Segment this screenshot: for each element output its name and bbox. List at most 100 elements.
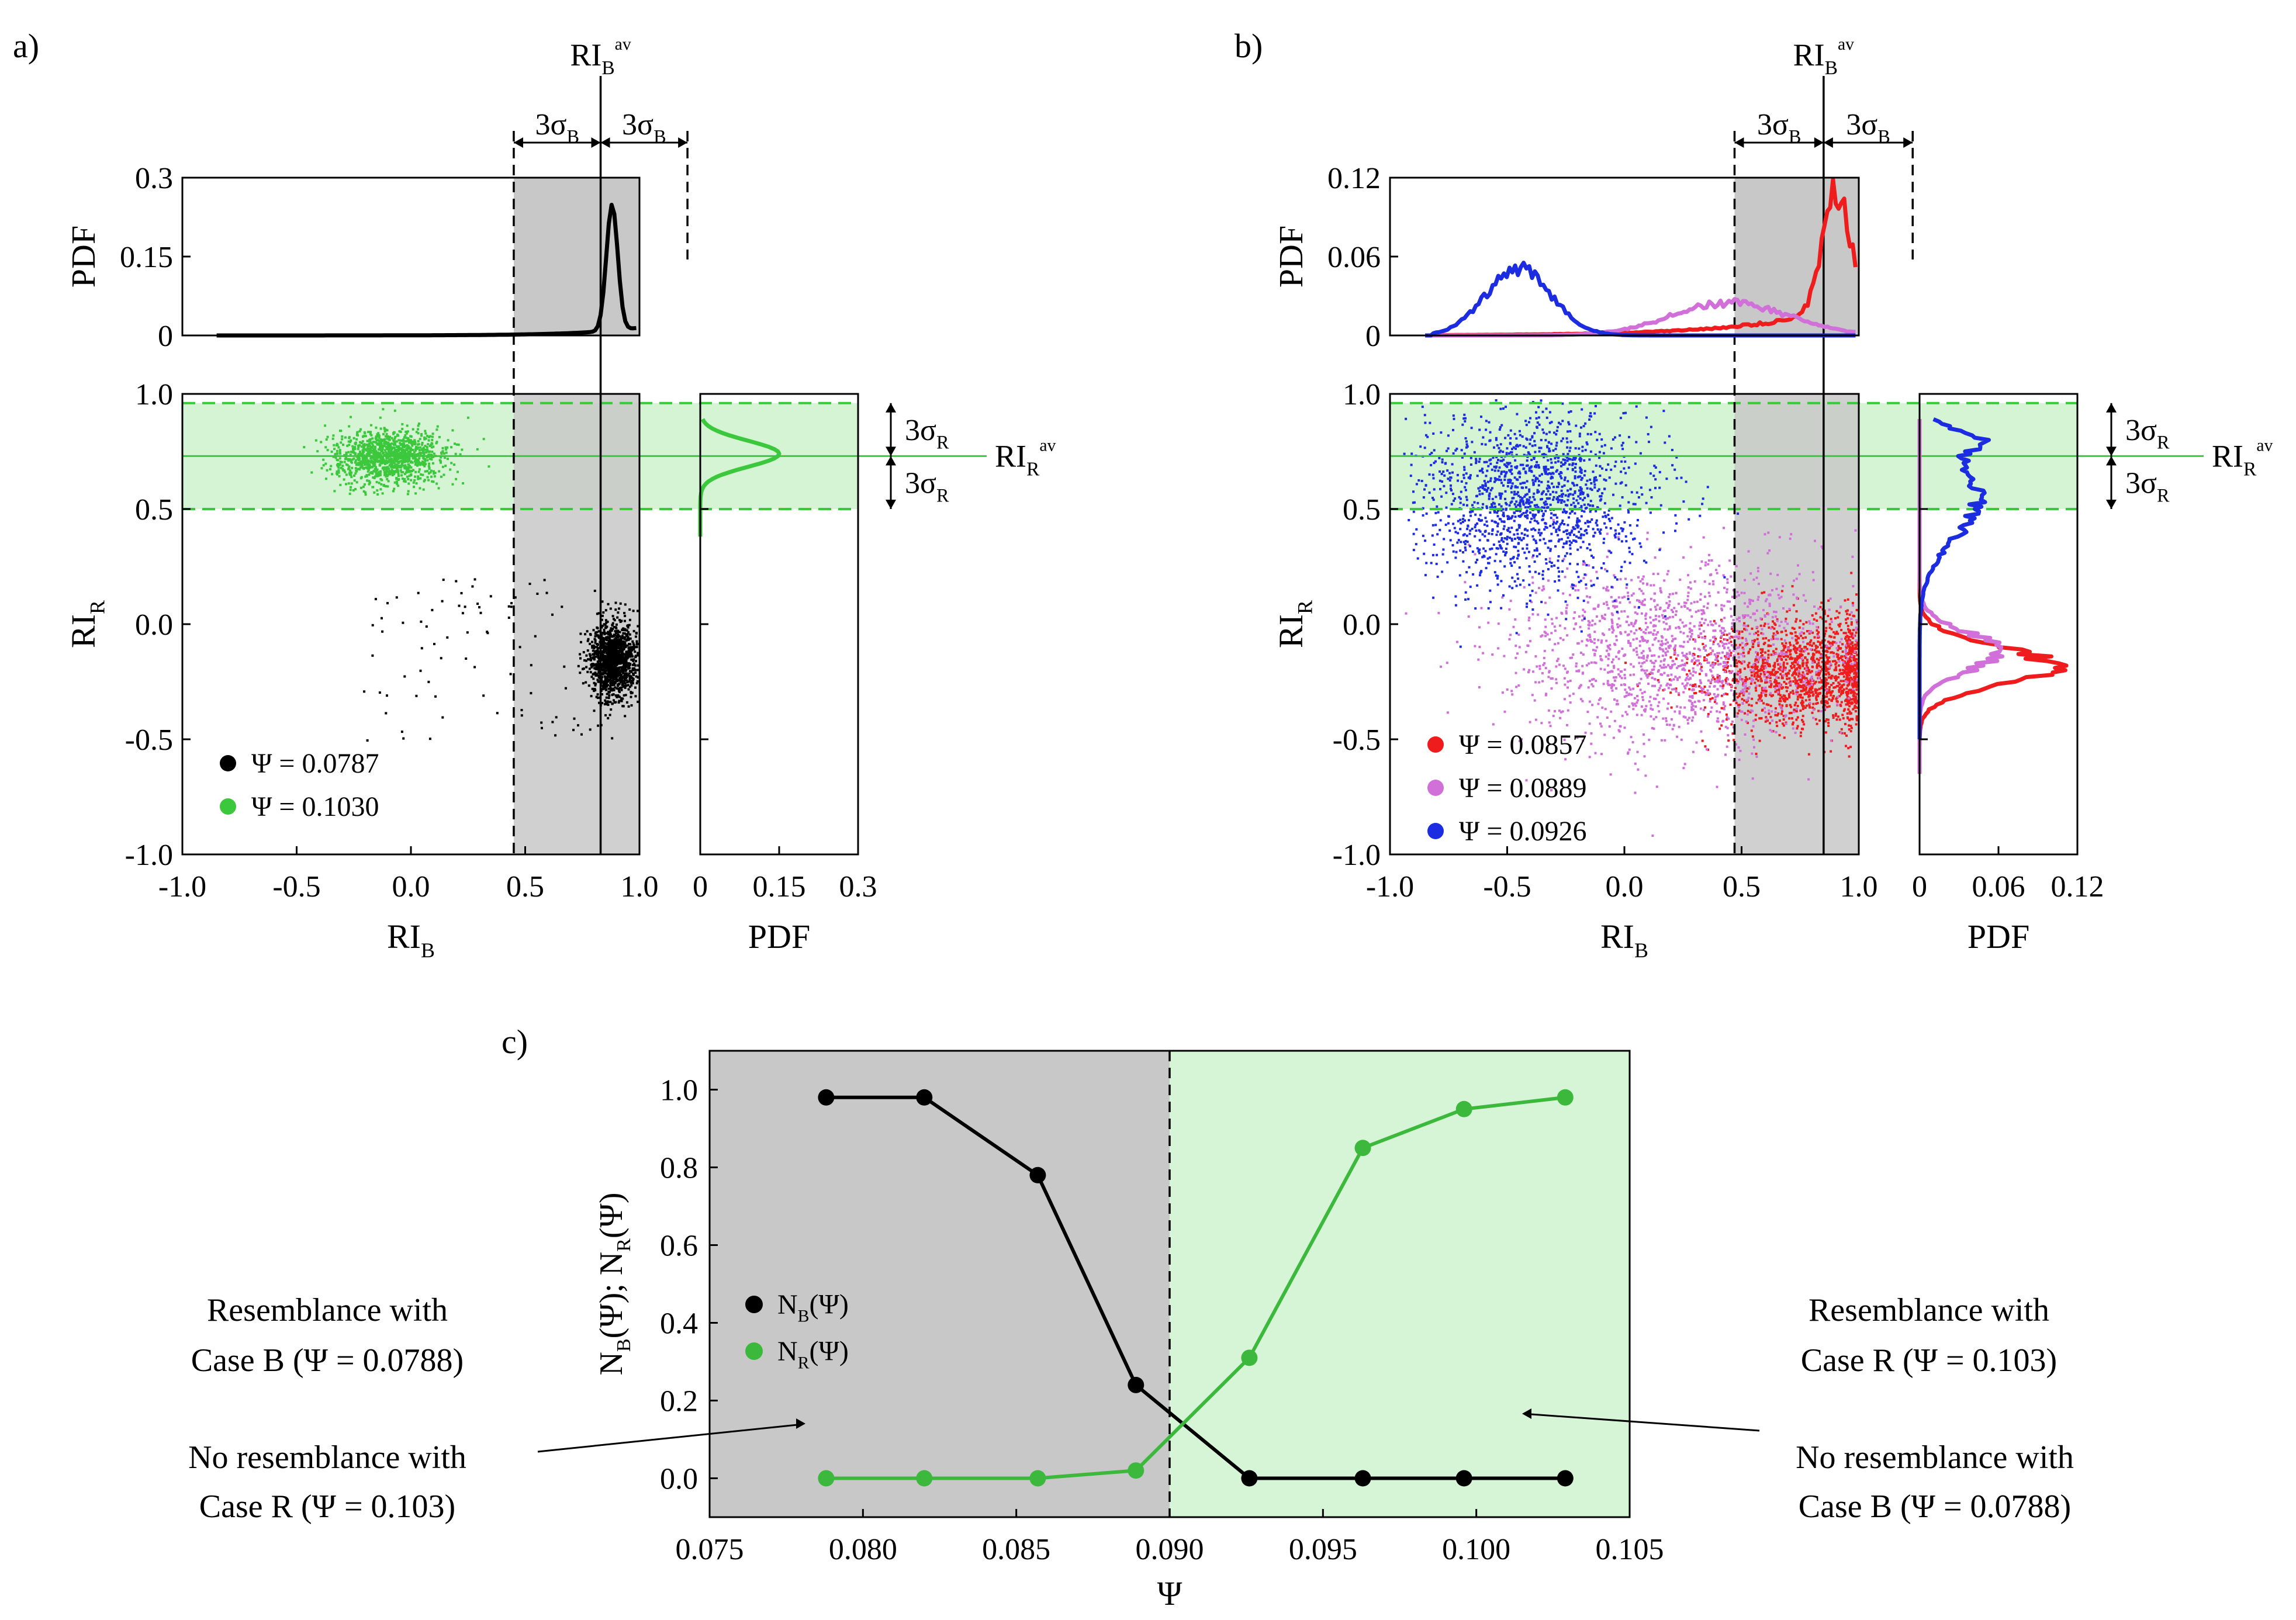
scatter-point (1800, 731, 1802, 734)
scatter-point (429, 471, 432, 474)
scatter-point (1644, 708, 1647, 711)
scatter-point (1699, 593, 1702, 596)
scatter-point (1626, 713, 1628, 716)
scatter-point (1699, 690, 1702, 693)
scatter-point (1686, 682, 1689, 685)
scatter-point (618, 661, 621, 664)
scatter-point (326, 469, 329, 472)
scatter-point (610, 653, 613, 656)
scatter-point (1820, 655, 1823, 657)
scatter-point (1727, 734, 1730, 737)
scatter-point (615, 652, 617, 655)
scatter-point (605, 636, 608, 639)
scatter-point (376, 475, 379, 477)
scatter-point (1670, 706, 1673, 709)
scatter-point (402, 438, 405, 441)
scatter-point (1752, 643, 1755, 645)
scatter-point (368, 464, 371, 467)
scatter-point (621, 660, 624, 663)
scatter-point (1773, 622, 1776, 625)
scatter-point (628, 624, 631, 626)
scatter-point (1658, 701, 1661, 704)
scatter-point (1574, 584, 1577, 587)
scatter-point (598, 666, 601, 669)
scatter-point (1847, 662, 1850, 665)
scatter-point (621, 659, 624, 662)
scatter-point (1799, 696, 1802, 699)
scatter-point (358, 456, 360, 459)
scatter-point (1726, 745, 1728, 748)
scatter-point (1785, 658, 1787, 661)
scatter-point (616, 650, 619, 652)
scatter-point (1783, 681, 1786, 683)
scatter-point (1699, 567, 1702, 570)
scatter-point (592, 653, 594, 656)
scatter-point (609, 701, 612, 704)
scatter-point (1700, 632, 1703, 635)
scatter-point (1651, 676, 1654, 679)
scatter-point (620, 697, 623, 700)
scatter-point (1792, 721, 1794, 724)
scatter-point (1788, 696, 1791, 699)
scatter-point (393, 450, 396, 453)
scatter-point (614, 673, 617, 676)
scatter-point (1755, 689, 1758, 692)
scatter-point (1643, 669, 1646, 672)
scatter-point (1812, 642, 1815, 645)
scatter-point (1739, 661, 1742, 663)
scatter-point (1748, 692, 1751, 695)
scatter-point (601, 651, 604, 654)
scatter-point (612, 664, 615, 667)
scatter-point (438, 470, 441, 473)
scatter-point (1776, 632, 1779, 635)
scatter-point (1707, 624, 1710, 626)
scatter-point (1839, 656, 1842, 659)
scatter-point (383, 439, 386, 442)
scatter-point (1695, 741, 1698, 744)
scatter-point (1767, 613, 1770, 616)
scatter-point (336, 458, 338, 461)
scatter-point (454, 442, 456, 445)
scatter-point (1730, 652, 1733, 655)
scatter-point (369, 461, 372, 463)
scatter-point (1712, 629, 1715, 632)
scatter-point (1652, 584, 1655, 587)
scatter-point (631, 640, 634, 643)
scatter-point (395, 457, 397, 460)
scatter-point (1692, 684, 1695, 687)
scatter-point (366, 479, 369, 482)
scatter-point (454, 452, 457, 455)
scatter-point (1668, 600, 1671, 603)
scatter-point (347, 458, 349, 461)
scatter-point (1794, 620, 1797, 623)
scatter-point (347, 482, 350, 485)
scatter-point (1405, 612, 1408, 615)
scatter-point (1804, 688, 1807, 691)
scatter-point (1646, 654, 1649, 657)
scatter-point (1856, 621, 1858, 624)
scatter-point (1842, 675, 1845, 678)
scatter-point (379, 452, 382, 455)
scatter-point (1850, 726, 1853, 729)
scatter-point (419, 462, 421, 465)
scatter-point (453, 463, 456, 466)
scatter-point (1851, 678, 1854, 681)
scatter-point (601, 668, 604, 671)
scatter-point (1848, 697, 1850, 700)
scatter-point (1673, 646, 1676, 649)
scatter-point (616, 630, 618, 632)
scatter-point (596, 673, 599, 676)
scatter-point (1731, 732, 1734, 735)
scatter-point (355, 481, 358, 484)
scatter-point (410, 479, 413, 482)
scatter-point (1654, 697, 1657, 700)
scatter-point (1607, 684, 1610, 686)
scatter-point (419, 487, 421, 490)
scatter-point (1688, 678, 1690, 681)
scatter-point (1845, 639, 1848, 642)
scatter-point (367, 450, 370, 453)
scatter-point (424, 430, 427, 432)
scatter-point (1703, 596, 1706, 598)
scatter-point (1773, 666, 1776, 669)
scatter-point (373, 449, 376, 452)
